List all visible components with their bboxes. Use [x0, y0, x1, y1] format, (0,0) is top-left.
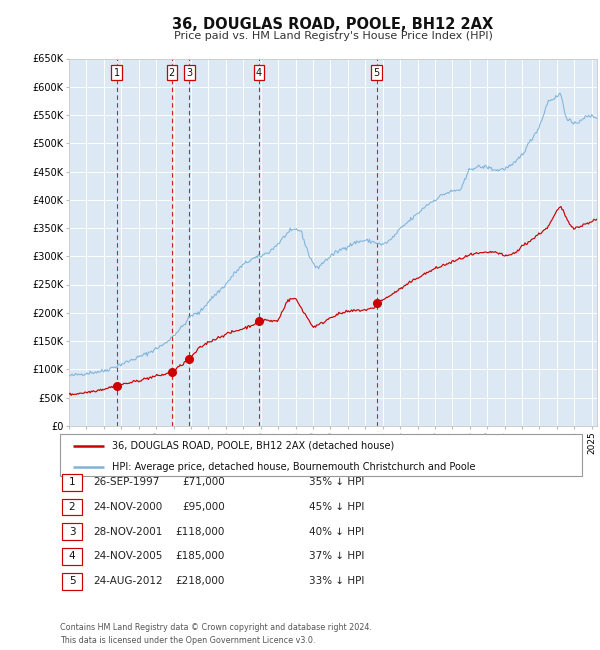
Text: Contains HM Land Registry data © Crown copyright and database right 2024.
This d: Contains HM Land Registry data © Crown c…	[60, 623, 372, 645]
Text: 3: 3	[68, 526, 76, 537]
Text: 4: 4	[68, 551, 76, 562]
Text: 4: 4	[256, 68, 262, 77]
Text: £118,000: £118,000	[176, 526, 225, 537]
Text: 33% ↓ HPI: 33% ↓ HPI	[309, 576, 364, 586]
Text: 37% ↓ HPI: 37% ↓ HPI	[309, 551, 364, 562]
Text: £218,000: £218,000	[176, 576, 225, 586]
Text: 2: 2	[169, 68, 175, 77]
Text: 24-AUG-2012: 24-AUG-2012	[93, 576, 163, 586]
Text: 2: 2	[68, 502, 76, 512]
Text: HPI: Average price, detached house, Bournemouth Christchurch and Poole: HPI: Average price, detached house, Bour…	[112, 462, 476, 472]
Text: Price paid vs. HM Land Registry's House Price Index (HPI): Price paid vs. HM Land Registry's House …	[173, 31, 493, 41]
Text: 3: 3	[187, 68, 193, 77]
Text: £185,000: £185,000	[176, 551, 225, 562]
Text: 36, DOUGLAS ROAD, POOLE, BH12 2AX: 36, DOUGLAS ROAD, POOLE, BH12 2AX	[172, 17, 494, 32]
Text: £95,000: £95,000	[182, 502, 225, 512]
Text: 45% ↓ HPI: 45% ↓ HPI	[309, 502, 364, 512]
Text: 1: 1	[113, 68, 119, 77]
Text: 24-NOV-2005: 24-NOV-2005	[93, 551, 163, 562]
Text: 5: 5	[373, 68, 380, 77]
FancyBboxPatch shape	[60, 434, 582, 476]
Text: £71,000: £71,000	[182, 477, 225, 488]
Text: 5: 5	[68, 576, 76, 586]
Text: 36, DOUGLAS ROAD, POOLE, BH12 2AX (detached house): 36, DOUGLAS ROAD, POOLE, BH12 2AX (detac…	[112, 441, 394, 450]
Text: 24-NOV-2000: 24-NOV-2000	[93, 502, 162, 512]
Text: 1: 1	[68, 477, 76, 488]
Text: 35% ↓ HPI: 35% ↓ HPI	[309, 477, 364, 488]
Text: 28-NOV-2001: 28-NOV-2001	[93, 526, 163, 537]
Text: 26-SEP-1997: 26-SEP-1997	[93, 477, 160, 488]
Text: 40% ↓ HPI: 40% ↓ HPI	[309, 526, 364, 537]
